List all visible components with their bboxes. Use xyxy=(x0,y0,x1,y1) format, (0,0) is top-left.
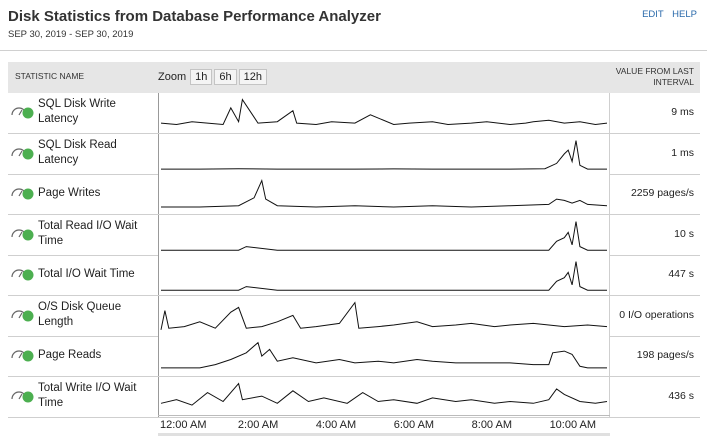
statistic-label[interactable]: SQL Disk Write Latency xyxy=(38,97,158,127)
statistic-row-sql-disk-write-latency[interactable]: SQL Disk Write Latency 9 ms xyxy=(8,93,700,134)
statistic-label-line2: Time xyxy=(38,234,64,247)
statistic-label-line2: Latency xyxy=(38,113,79,125)
statistic-value: 436 s xyxy=(668,389,694,402)
statistic-label-line1: SQL Disk Read xyxy=(38,138,117,151)
zoom-control: Zoom 1h 6h 12h xyxy=(158,69,269,85)
gauge-status-icon xyxy=(11,350,34,362)
gauge-status-icon xyxy=(11,188,34,200)
sparkline-series xyxy=(160,98,608,126)
statistic-label-line2: Time xyxy=(38,396,64,409)
statistic-label-line1: Total Read I/O Wait xyxy=(38,219,138,232)
gauge-status-icon xyxy=(11,269,34,281)
statistic-value: 447 s xyxy=(668,268,694,280)
gauge-status-icon xyxy=(11,147,34,159)
column-header-value-line1: VALUE FROM LAST xyxy=(615,66,694,76)
statistic-label[interactable]: O/S Disk Queue Length xyxy=(38,300,158,330)
time-axis-tick: 8:00 AM xyxy=(471,419,512,431)
status-ok-icon xyxy=(22,148,34,159)
statistic-value: 198 pages/s xyxy=(636,349,694,361)
status-ok-icon xyxy=(22,350,34,362)
statistic-label-line1: SQL Disk Write xyxy=(38,98,116,110)
time-axis-line xyxy=(158,415,610,416)
statistic-label-line2: Latency xyxy=(38,153,79,166)
statistic-row-sql-disk-read-latency[interactable]: SQL Disk Read Latency 1 ms xyxy=(8,133,700,175)
sparkline-series xyxy=(161,140,607,170)
statistic-value: 2259 pages/s xyxy=(630,187,694,199)
statistic-label-line2: Length xyxy=(38,315,74,328)
sparkline-series xyxy=(161,341,607,369)
status-ok-icon xyxy=(22,229,34,240)
statistic-label[interactable]: Total Read I/O Wait Time xyxy=(38,219,158,249)
sparkline-chart[interactable] xyxy=(158,93,610,133)
statistic-value: 1 ms xyxy=(671,146,694,159)
sparkline-series xyxy=(161,221,607,251)
sparkline-chart[interactable] xyxy=(158,214,610,255)
time-axis: 12:00 AM 2:00 AM 4:00 AM 6:00 AM 8:00 AM 10:0… xyxy=(158,413,610,436)
gauge-status-icon xyxy=(11,390,34,402)
statistic-row-total-write-io-wait-time[interactable]: Total Write I/O Wait Time 436 s xyxy=(8,376,700,418)
sparkline-chart[interactable] xyxy=(158,174,610,214)
statistic-label-line1: Total I/O Wait Time xyxy=(38,268,135,280)
statistic-label[interactable]: SQL Disk Read Latency xyxy=(38,138,158,168)
help-link[interactable]: HELP xyxy=(672,9,697,20)
gauge-status-icon xyxy=(11,309,34,321)
sparkline-chart[interactable] xyxy=(158,133,610,174)
panel-links: EDIT HELP xyxy=(636,9,697,20)
zoom-label: Zoom xyxy=(158,71,187,83)
sparkline-series xyxy=(161,261,607,291)
statistic-label-line1: Page Reads xyxy=(38,349,102,361)
status-ok-icon xyxy=(22,107,34,119)
time-axis-tick: 2:00 AM xyxy=(237,419,279,431)
statistic-label[interactable]: Page Reads xyxy=(38,348,158,363)
column-header-value: VALUE FROM LAST INTERVAL xyxy=(584,66,694,88)
statistic-value: 0 I/O operations xyxy=(619,308,694,321)
status-ok-icon xyxy=(22,391,34,402)
time-axis-tick: 10:00 AM xyxy=(549,419,597,431)
gauge-status-icon xyxy=(11,107,34,119)
statistic-row-total-read-io-wait-time[interactable]: Total Read I/O Wait Time 10 s xyxy=(8,214,700,256)
time-axis-tick: 6:00 AM xyxy=(393,419,435,431)
statistic-value: 10 s xyxy=(674,227,694,240)
status-ok-icon xyxy=(22,310,34,321)
statistic-label-line1: Total Write I/O Wait xyxy=(38,381,137,394)
time-axis-tick: 12:00 AM xyxy=(160,419,207,431)
statistic-row-os-disk-queue-length[interactable]: O/S Disk Queue Length 0 I/O operations xyxy=(8,295,700,337)
statistic-label[interactable]: Total I/O Wait Time xyxy=(38,267,158,282)
zoom-1h-button[interactable]: 1h xyxy=(190,69,213,85)
gauge-status-icon xyxy=(11,228,34,240)
header-divider xyxy=(0,50,707,51)
column-header-value-line2: INTERVAL xyxy=(653,77,694,87)
status-ok-icon xyxy=(22,269,34,281)
panel-title: Disk Statistics from Database Performanc… xyxy=(8,8,381,25)
statistic-row-page-reads[interactable]: Page Reads 198 pages/s xyxy=(8,336,700,377)
sparkline-chart[interactable] xyxy=(158,295,610,336)
statistic-label[interactable]: Page Writes xyxy=(38,186,158,201)
edit-link[interactable]: EDIT xyxy=(642,9,664,20)
sparkline-chart[interactable] xyxy=(158,376,610,417)
sparkline-series xyxy=(161,178,608,208)
zoom-12h-button[interactable]: 12h xyxy=(238,69,267,85)
statistic-label-line1: Page Writes xyxy=(38,187,101,199)
sparkline-chart[interactable] xyxy=(158,336,610,376)
statistic-row-page-writes[interactable]: Page Writes 2259 pages/s xyxy=(8,174,700,215)
zoom-6h-button[interactable]: 6h xyxy=(214,69,237,85)
time-range-scrollbar[interactable] xyxy=(158,433,610,436)
statistic-label-line1: O/S Disk Queue xyxy=(38,300,122,313)
sparkline-series xyxy=(160,382,608,406)
sparkline-chart[interactable] xyxy=(158,255,610,295)
date-range: SEP 30, 2019 - SEP 30, 2019 xyxy=(8,29,134,40)
sparkline-series xyxy=(160,300,608,330)
status-ok-icon xyxy=(22,188,34,200)
statistic-value: 9 ms xyxy=(671,106,694,118)
table-header: STATISTIC NAME Zoom 1h 6h 12h VALUE FROM… xyxy=(8,62,700,93)
statistic-row-total-io-wait-time[interactable]: Total I/O Wait Time 447 s xyxy=(8,255,700,296)
column-header-statistic-name: STATISTIC NAME xyxy=(15,71,85,81)
time-axis-tick: 4:00 AM xyxy=(315,419,357,431)
statistic-label[interactable]: Total Write I/O Wait Time xyxy=(38,381,158,411)
